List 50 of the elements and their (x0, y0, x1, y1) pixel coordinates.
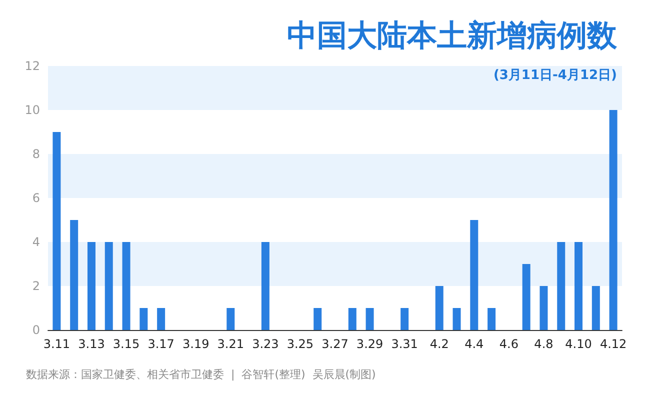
x-tick-label: 3.29 (356, 337, 384, 351)
bar (592, 286, 600, 330)
x-tick-label: 3.11 (43, 337, 70, 351)
bar (226, 308, 235, 330)
source-note: 数据来源：国家卫健委、相关省市卫健委 | 谷智轩(整理) 吴辰晨(制图) (26, 368, 376, 381)
bar (348, 308, 356, 330)
y-tick-label: 10 (24, 103, 40, 117)
x-tick-label: 3.15 (112, 337, 140, 351)
x-tick-label: 4.4 (464, 337, 484, 351)
x-tick-label: 3.31 (391, 337, 418, 351)
bar (122, 242, 130, 330)
bar (522, 264, 530, 330)
y-tick-label: 12 (24, 59, 40, 73)
x-tick-label: 3.27 (322, 337, 348, 351)
bar (140, 308, 148, 330)
y-tick-label: 4 (32, 235, 40, 249)
x-tick-label: 4.8 (534, 337, 554, 351)
chart-subtitle: (3月11日-4月12日) (493, 68, 618, 83)
x-tick-label: 3.25 (286, 337, 314, 351)
bar (540, 286, 548, 330)
bar (574, 242, 583, 330)
bar (435, 286, 444, 330)
bar (104, 242, 113, 330)
x-tick-label: 4.6 (499, 337, 518, 351)
bar (366, 308, 374, 330)
y-tick-label: 6 (32, 191, 40, 205)
bar (557, 242, 566, 330)
bar (70, 220, 78, 330)
bar (470, 220, 478, 330)
bar (157, 308, 166, 330)
x-tick-label: 4.2 (430, 337, 449, 351)
x-tick-label: 3.23 (252, 337, 279, 351)
bar (609, 110, 618, 330)
x-tick-label: 3.21 (217, 337, 244, 351)
y-tick-label: 0 (32, 323, 40, 337)
x-tick-label: 3.17 (148, 337, 174, 351)
bar (400, 308, 409, 330)
bar (488, 308, 496, 330)
chart-title: 中国大陆本土新增病例数 (287, 18, 618, 54)
y-tick-label: 8 (32, 147, 40, 161)
bar (314, 308, 322, 330)
x-tick-label: 3.13 (78, 337, 105, 351)
y-tick-label: 2 (32, 279, 40, 293)
bar (452, 308, 461, 330)
bar (52, 132, 61, 330)
x-tick-label: 3.19 (182, 337, 210, 351)
bar (261, 242, 270, 330)
x-tick-label: 4.10 (565, 337, 592, 351)
x-tick-label: 4.12 (600, 337, 627, 351)
bar (87, 242, 96, 330)
